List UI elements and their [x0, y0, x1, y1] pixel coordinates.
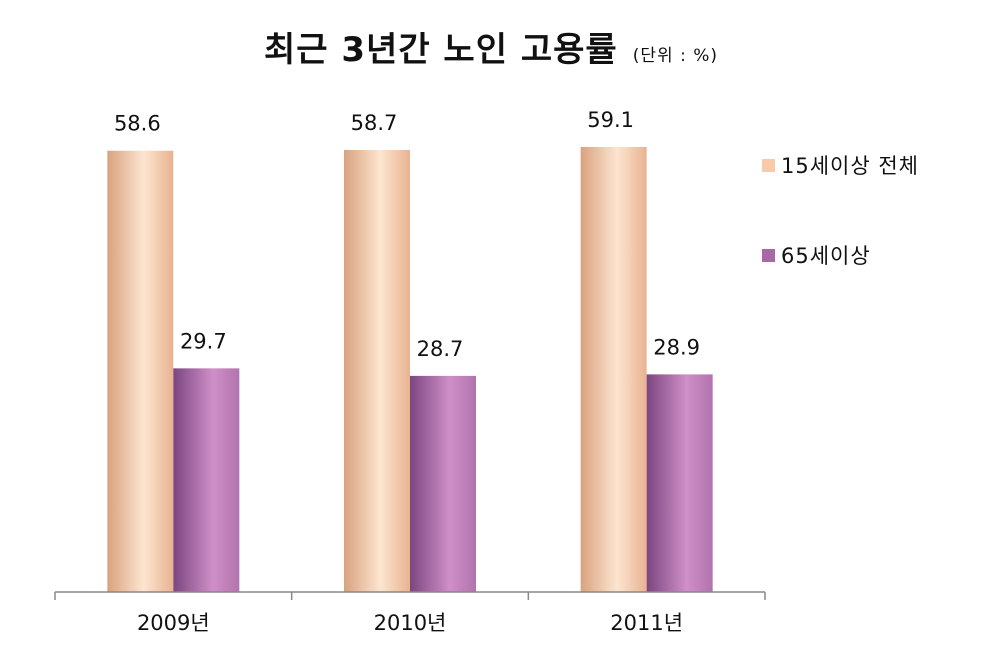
x-tick-label: 2011년 — [610, 611, 683, 635]
bar-series1-2 — [646, 374, 713, 592]
x-tick-label: 2009년 — [137, 611, 210, 635]
legend: 15세이상 전체 65세이상 — [762, 150, 919, 330]
bar-series0-2 — [580, 146, 647, 593]
bar-series1-0 — [173, 368, 240, 592]
chart-unit: (단위 : %) — [632, 46, 718, 66]
bar-series0-0 — [107, 150, 174, 592]
data-label: 58.7 — [351, 111, 398, 135]
legend-item: 65세이상 — [762, 240, 919, 270]
legend-item: 15세이상 전체 — [762, 150, 919, 180]
legend-swatch-series1 — [762, 248, 775, 262]
chart-title-block: 최근 3년간 노인 고용률 (단위 : %) — [0, 22, 982, 71]
bar-series1-1 — [410, 375, 476, 592]
data-label: 29.7 — [180, 329, 227, 353]
data-label: 28.9 — [653, 335, 700, 359]
legend-swatch-series0 — [762, 158, 775, 172]
bar-series0-1 — [344, 149, 410, 592]
chart-title: 최근 3년간 노인 고용률 — [263, 30, 618, 70]
data-label: 59.1 — [587, 108, 634, 132]
data-label: 58.6 — [114, 112, 161, 136]
data-label: 28.7 — [417, 337, 464, 361]
legend-label: 15세이상 전체 — [781, 154, 919, 178]
x-tick-label: 2010년 — [374, 611, 447, 635]
legend-label: 65세이상 — [781, 244, 871, 268]
